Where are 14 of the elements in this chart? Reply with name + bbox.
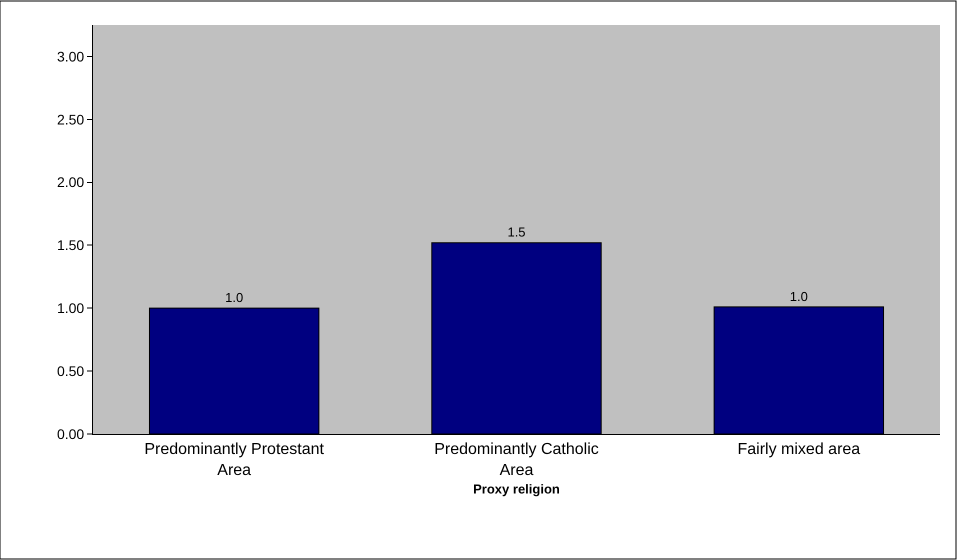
x-tick-label: Predominantly Catholic Area	[434, 441, 599, 479]
x-tick-label: Predominantly Protestant Area	[144, 441, 325, 479]
y-tick-label: 0.00	[56, 426, 84, 442]
x-axis-title: Proxy religion	[473, 482, 560, 497]
data-label: 1.5	[507, 224, 526, 240]
y-tick-label: 2.00	[56, 174, 84, 190]
y-tick-label: 0.50	[56, 362, 84, 379]
y-tick-label: 1.00	[56, 300, 84, 316]
y-tick-label: 1.50	[56, 237, 84, 254]
y-tick-label: 3.00	[56, 48, 84, 64]
y-tick-label: 2.50	[56, 111, 84, 128]
data-label: 1.0	[790, 288, 808, 304]
x-tick-label: Fairly mixed area	[737, 441, 860, 458]
data-label: 1.0	[225, 290, 244, 306]
